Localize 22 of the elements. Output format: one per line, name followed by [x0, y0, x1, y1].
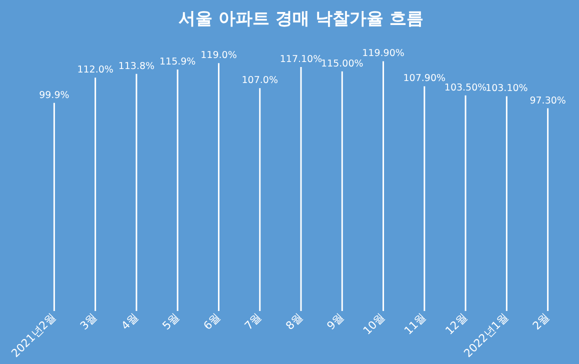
- x-tick-label: 7월: [242, 310, 264, 332]
- x-tick-label: 5월: [160, 310, 182, 332]
- data-label: 112.0%: [77, 64, 114, 76]
- data-label: 99.9%: [39, 90, 70, 101]
- x-tick-label: 9월: [324, 310, 346, 332]
- chart-title: 서울 아파트 경매 낙찰가율 흐름: [178, 9, 424, 30]
- x-tick-label: 3월: [78, 310, 100, 332]
- x-tick-label: 2월: [530, 310, 552, 332]
- data-label: 103.50%: [444, 82, 487, 94]
- data-label: 107.0%: [242, 75, 278, 86]
- data-label: 97.30%: [530, 95, 566, 106]
- data-label: 103.10%: [486, 83, 528, 94]
- data-label: 107.90%: [403, 73, 446, 84]
- x-tick-label: 6월: [201, 310, 223, 332]
- data-label: 119.0%: [200, 50, 237, 62]
- data-label: 113.8%: [118, 60, 155, 72]
- x-tick-label: 4월: [118, 310, 141, 332]
- data-label: 117.10%: [280, 54, 322, 66]
- data-label: 119.90%: [362, 48, 404, 60]
- data-label: 115.00%: [320, 58, 364, 70]
- x-tick-label: 8월: [283, 310, 306, 332]
- data-label: 115.9%: [159, 56, 196, 68]
